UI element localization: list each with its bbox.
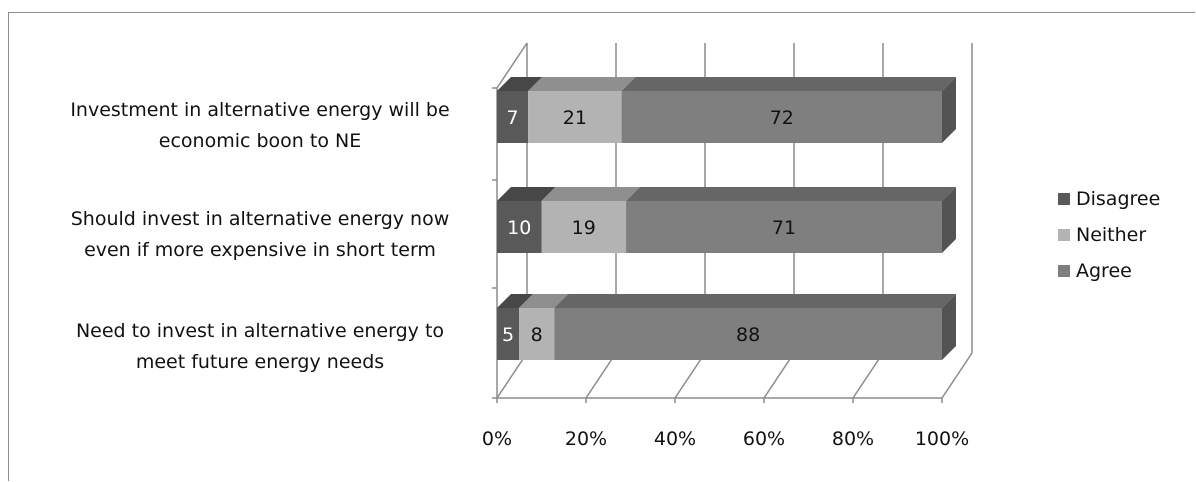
- category-label-should-invest: Should invest in alternative energy now …: [30, 204, 490, 266]
- data-label: 19: [572, 217, 596, 239]
- bar-side-face: [942, 294, 956, 360]
- legend-swatch: [1058, 265, 1070, 277]
- data-label: 8: [531, 324, 543, 346]
- bar-top-face: [541, 187, 641, 201]
- bar-top-face: [621, 77, 956, 91]
- bar-segment: [554, 308, 942, 360]
- bar-segment: [541, 201, 627, 253]
- grid-floor-line: [674, 352, 706, 399]
- grid-floor-line: [852, 352, 884, 399]
- category-label-line: economic boon to NE: [158, 130, 362, 152]
- x-tick-label: 20%: [565, 428, 607, 450]
- bars: [497, 77, 956, 360]
- x-tick-label: 80%: [832, 428, 874, 450]
- bar-segment: [519, 308, 555, 360]
- legend-swatch: [1058, 193, 1070, 205]
- category-label-line: meet future energy needs: [135, 351, 385, 373]
- category-label-line: Need to invest in alternative energy to: [75, 320, 445, 342]
- legend-item-agree: Agree: [1058, 253, 1160, 289]
- bar-top-face: [528, 77, 636, 91]
- data-label: 21: [563, 107, 587, 129]
- category-label-line: even if more expensive in short term: [84, 239, 436, 261]
- wall-edge: [496, 42, 528, 89]
- legend-label: Disagree: [1076, 188, 1161, 210]
- category-label-need-to-invest: Need to invest in alternative energy to …: [30, 316, 490, 378]
- bar-segment: [497, 91, 529, 143]
- bar-segment: [626, 201, 942, 253]
- data-label: 88: [736, 324, 760, 346]
- grid-floor-line: [941, 352, 973, 399]
- x-tick-label: 40%: [654, 428, 696, 450]
- legend-swatch: [1058, 229, 1070, 241]
- data-label: 71: [772, 217, 796, 239]
- grid-floor-line: [763, 352, 795, 399]
- category-label-line: Should invest in alternative energy now: [70, 208, 450, 230]
- category-label-investment-boon: Investment in alternative energy will be…: [30, 95, 490, 157]
- bar-side-face: [942, 187, 956, 253]
- grid-floor-line: [585, 352, 617, 399]
- bar-segment: [528, 91, 622, 143]
- category-label-line: Investment in alternative energy will be: [70, 99, 450, 121]
- data-label: 5: [502, 324, 514, 346]
- bar-side-face: [942, 77, 956, 143]
- x-tick-label: 60%: [743, 428, 785, 450]
- bar-segment: [497, 308, 520, 360]
- legend-label: Agree: [1076, 260, 1132, 282]
- data-label: 72: [770, 107, 794, 129]
- bar-segment: [497, 201, 542, 253]
- bar-top-face: [626, 187, 956, 201]
- x-axis-ticks: 0% 20% 40% 60% 80% 100%: [482, 428, 969, 450]
- chart-frame: [8, 12, 1195, 481]
- bar-segment: [621, 91, 942, 143]
- x-tick-label: 100%: [915, 428, 969, 450]
- bar-top-face: [519, 294, 569, 308]
- grid-floor-line: [496, 352, 528, 399]
- data-label: 10: [507, 217, 531, 239]
- bar-top-face: [497, 187, 556, 201]
- legend-item-disagree: Disagree: [1058, 181, 1160, 217]
- bar-top-face: [497, 294, 534, 308]
- x-tick-label: 0%: [482, 428, 512, 450]
- bar-top-face: [554, 294, 956, 308]
- legend: Disagree Neither Agree: [1058, 181, 1160, 289]
- legend-item-neither: Neither: [1058, 217, 1160, 253]
- bar-top-face: [497, 77, 543, 91]
- data-label: 7: [507, 107, 519, 129]
- legend-label: Neither: [1076, 224, 1147, 246]
